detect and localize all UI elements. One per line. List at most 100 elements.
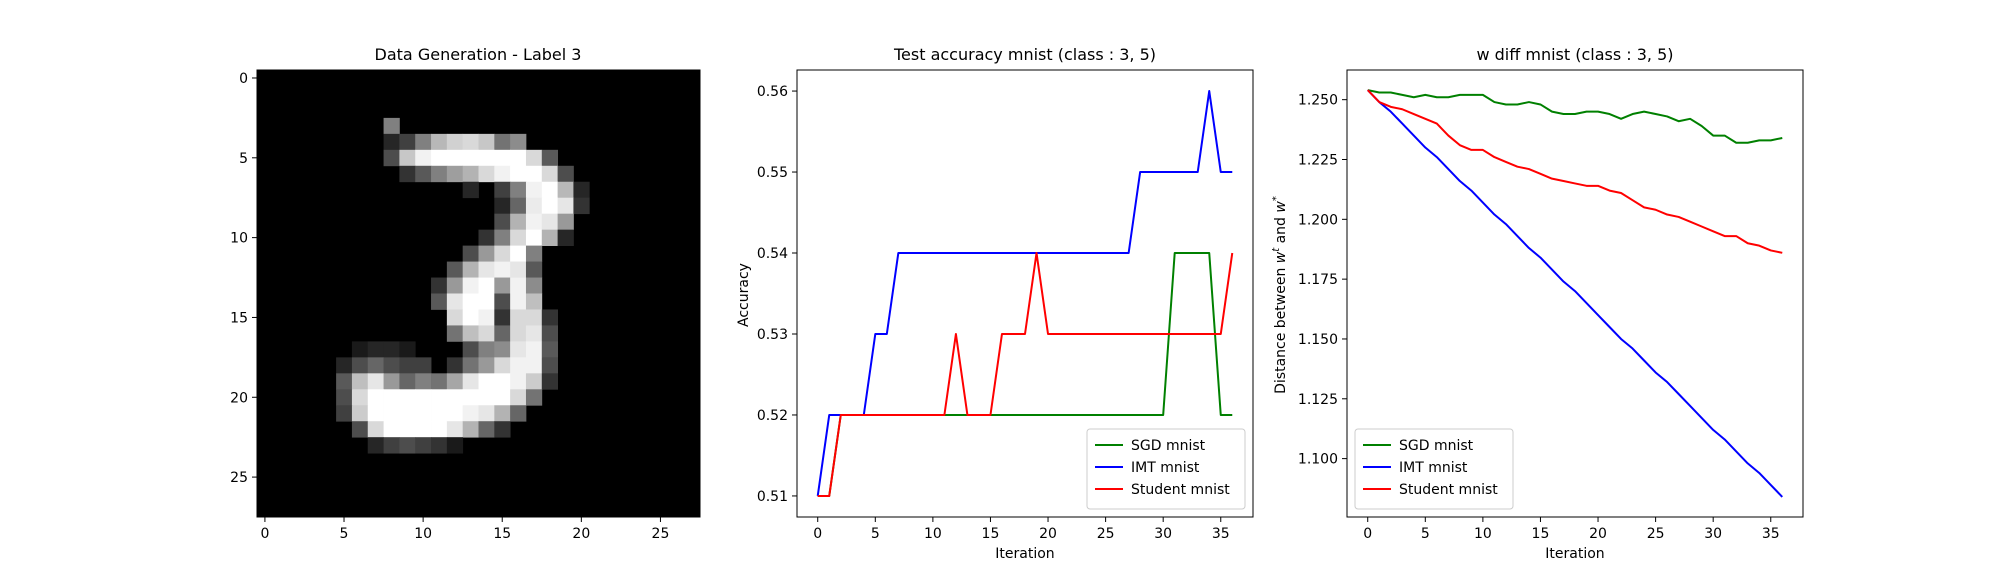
image-pixel (446, 149, 464, 167)
accuracy-legend-label: IMT mnist (1131, 460, 1200, 476)
image-pixel (351, 405, 369, 422)
image-pixel (415, 149, 432, 167)
image-pixel (510, 245, 527, 262)
image-pixel (383, 117, 400, 135)
accuracy-ytick-label: 0.53 (757, 327, 788, 343)
image-pixel (351, 341, 369, 358)
wdiff-ytick-label: 1.100 (1298, 452, 1338, 468)
image-pixel (510, 261, 527, 278)
image-pixel (541, 149, 559, 167)
image-pixel (573, 181, 590, 199)
image-ytick-label: 25 (230, 470, 248, 486)
image-pixel (478, 341, 495, 358)
image-pixel (431, 405, 448, 422)
image-pixel (478, 229, 495, 246)
image-pixel (510, 277, 527, 294)
image-pixel (446, 293, 464, 310)
wdiff-ytick-label: 1.175 (1298, 272, 1338, 288)
image-pixel (525, 181, 543, 199)
image-pixel (541, 197, 559, 215)
image-pixel (462, 309, 479, 326)
image-pixel (510, 309, 527, 326)
image-pixel (446, 165, 464, 183)
image-ytick-label: 15 (230, 310, 248, 326)
image-pixel (367, 405, 384, 422)
image-pixel (351, 421, 369, 438)
wdiff-xtick-label: 5 (1421, 526, 1430, 542)
image-pixel (541, 181, 559, 199)
image-pixel (399, 421, 416, 438)
image-pixel (494, 165, 511, 183)
image-pixel (541, 213, 559, 231)
image-pixel (462, 149, 479, 167)
accuracy-xtick-label: 35 (1212, 526, 1230, 542)
image-xtick-label: 20 (572, 526, 590, 542)
image-pixel (431, 277, 448, 294)
image-pixel (494, 197, 511, 215)
image-pixel (367, 341, 384, 358)
image-pixel (494, 277, 511, 294)
wdiff-series-student (1367, 89, 1783, 254)
image-pixel (399, 341, 416, 358)
wdiff-xtick-label: 30 (1704, 526, 1722, 542)
image-pixel (573, 197, 590, 215)
image-pixel (367, 437, 384, 454)
image-pixel (494, 149, 511, 167)
wdiff-xtick-label: 20 (1589, 526, 1607, 542)
wdiff-series-sgd (1367, 89, 1783, 144)
image-pixel (494, 341, 511, 358)
image-pixel (494, 181, 511, 199)
image-pixel (478, 325, 495, 342)
image-pixel (431, 421, 448, 438)
image-pixel (478, 245, 495, 262)
wdiff-ytick-label: 1.200 (1298, 212, 1338, 228)
image-pixel (541, 229, 559, 246)
image-pixel (383, 421, 400, 438)
image-pixel (525, 213, 543, 231)
wdiff-panel: w diff mnist (class : 3, 5) Iteration Di… (1271, 45, 1804, 562)
accuracy-series-student (817, 252, 1234, 497)
image-pixel (383, 437, 400, 454)
wdiff-ylabel: Distance between wt and w* (1271, 196, 1289, 394)
accuracy-xtick-label: 25 (1097, 526, 1115, 542)
accuracy-xlabel: Iteration (995, 546, 1054, 562)
image-pixel (525, 165, 543, 183)
image-pixel (446, 261, 464, 278)
accuracy-ytick-label: 0.56 (757, 84, 788, 100)
image-pixel (383, 133, 400, 151)
image-pixel (431, 293, 448, 310)
image-pixel (415, 421, 432, 438)
image-pixel (446, 421, 464, 438)
image-pixel (525, 373, 543, 390)
image-pixel (510, 213, 527, 231)
image-pixel (525, 341, 543, 358)
wdiff-xtick-label: 0 (1363, 526, 1372, 542)
image-pixel (478, 405, 495, 422)
image-pixel (399, 437, 416, 454)
image-pixel (494, 405, 511, 422)
image-pixel (336, 405, 353, 422)
wdiff-legend-label: SGD mnist (1399, 438, 1474, 454)
wdiff-ytick-label: 1.250 (1298, 93, 1338, 109)
image-pixel (510, 181, 527, 199)
image-pixel (415, 389, 432, 406)
image-pixel (494, 357, 511, 374)
image-ytick-label: 20 (230, 390, 248, 406)
image-pixel (494, 421, 511, 438)
wdiff-xtick-label: 25 (1647, 526, 1665, 542)
image-pixel (462, 165, 479, 183)
accuracy-ytick-label: 0.52 (757, 408, 788, 424)
accuracy-xtick-label: 5 (871, 526, 880, 542)
accuracy-frame (796, 69, 1254, 518)
image-pixel (494, 229, 511, 246)
image-title: Data Generation - Label 3 (375, 45, 582, 64)
image-pixel (510, 341, 527, 358)
image-pixel (383, 405, 400, 422)
image-pixel (541, 309, 559, 326)
accuracy-ytick-label: 0.51 (757, 489, 788, 505)
image-pixel (541, 373, 559, 390)
accuracy-panel: Test accuracy mnist (class : 3, 5) Itera… (736, 45, 1254, 562)
image-pixel (462, 421, 479, 438)
image-pixel (478, 277, 495, 294)
wdiff-xtick-label: 35 (1762, 526, 1780, 542)
